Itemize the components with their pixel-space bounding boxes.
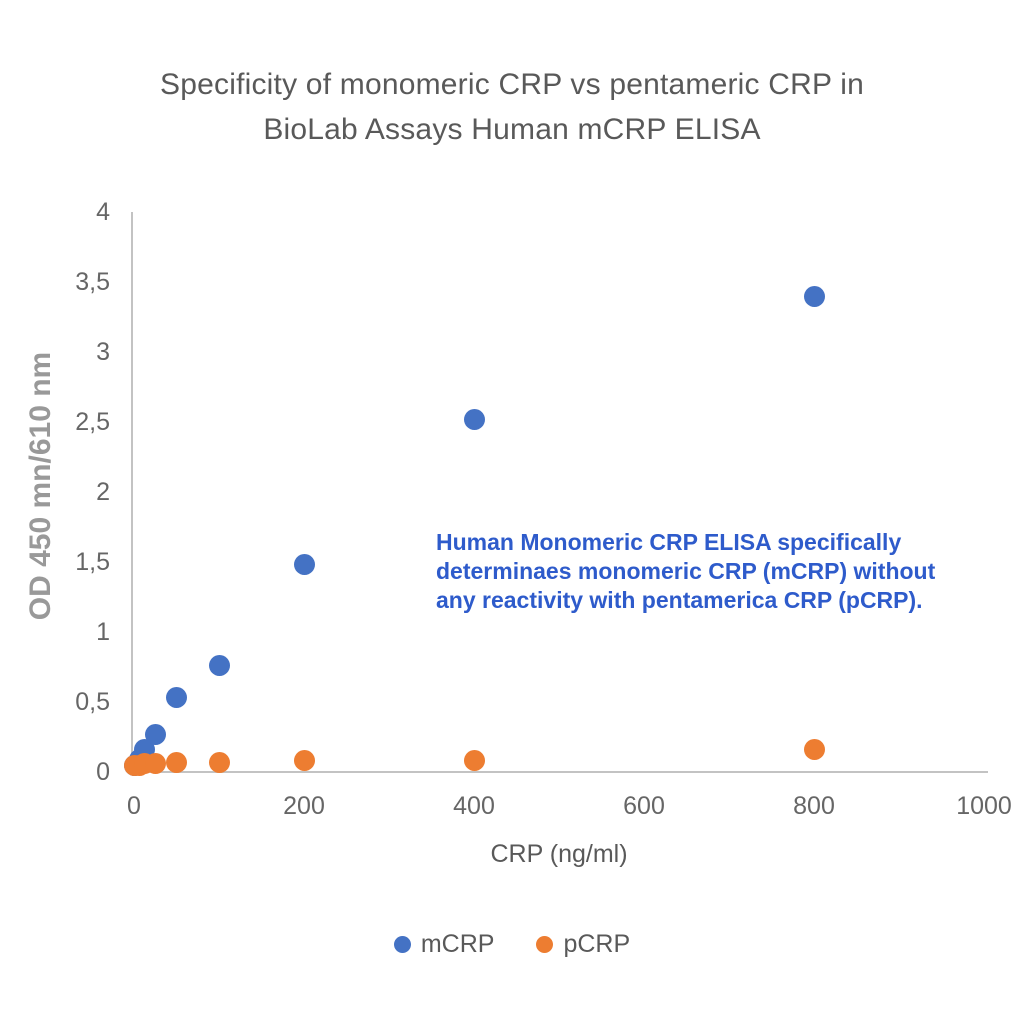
data-point-mcrp (166, 687, 187, 709)
x-tick-label: 600 (623, 792, 665, 820)
legend: mCRP pCRP (0, 930, 1024, 959)
x-axis-title: CRP (ng/ml) (490, 840, 628, 868)
y-tick-label: 2,5 (75, 408, 110, 436)
data-point-pcrp (293, 750, 315, 772)
y-tick-label: 4 (96, 198, 110, 226)
chart-title-line-1: Specificity of monomeric CRP vs pentamer… (160, 68, 864, 101)
y-tick-label: 0,5 (75, 688, 110, 716)
annotation-line: any reactivity with pentamerica CRP (pCR… (436, 587, 923, 613)
y-tick-label: 1,5 (75, 548, 110, 576)
data-point-pcrp (208, 751, 230, 773)
y-tick-label: 1 (96, 618, 110, 646)
legend-item-mcrp: mCRP (393, 930, 495, 959)
x-tick-label: 0 (127, 792, 141, 820)
annotation-text: Human Monomeric CRP ELISA specifically de… (436, 528, 976, 615)
annotation-line: Human Monomeric CRP ELISA specifically (436, 529, 902, 555)
annotation-line: determinaes monomeric CRP (mCRP) without (436, 558, 936, 584)
data-point-mcrp (208, 655, 230, 677)
y-tick-label: 2 (96, 478, 110, 506)
chart-title: Specificity of monomeric CRP vs pentamer… (0, 62, 1024, 152)
data-point-mcrp (144, 723, 166, 745)
x-tick-label: 200 (283, 792, 325, 820)
data-point-pcrp (803, 739, 825, 761)
y-tick-label: 3 (96, 338, 110, 366)
x-tick-label: 800 (793, 792, 835, 820)
y-tick-label: 3,5 (75, 268, 110, 296)
legend-marker-pcrp-icon (536, 936, 554, 953)
data-point-pcrp (166, 751, 187, 773)
legend-label: pCRP (563, 930, 631, 958)
y-axis-line (131, 212, 133, 773)
legend-label: mCRP (420, 930, 495, 958)
data-point-pcrp (463, 750, 485, 772)
x-tick-label: 400 (453, 792, 495, 820)
x-axis-line (131, 771, 988, 773)
data-point-mcrp (463, 408, 485, 430)
legend-item-pcrp: pCRP (536, 930, 630, 959)
chart-title-line-2: BioLab Assays Human mCRP ELISA (263, 113, 761, 146)
data-point-mcrp (293, 554, 315, 576)
data-point-pcrp (144, 753, 166, 775)
legend-marker-mcrp-icon (393, 936, 411, 953)
y-tick-label: 0 (96, 758, 110, 786)
data-point-mcrp (803, 285, 825, 307)
x-tick-label: 1000 (956, 792, 1012, 820)
